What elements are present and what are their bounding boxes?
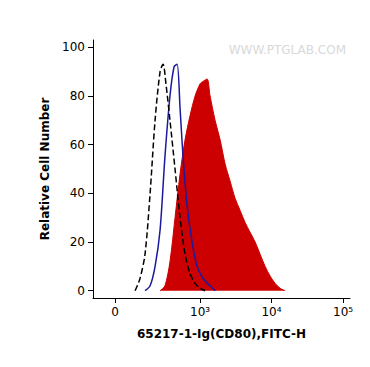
- svg-text:10⁵: 10⁵: [333, 305, 353, 319]
- svg-text:Relative Cell Number: Relative Cell Number: [38, 98, 52, 241]
- svg-text:40: 40: [70, 186, 85, 200]
- svg-text:65217-1-Ig(CD80),FITC-H: 65217-1-Ig(CD80),FITC-H: [137, 327, 306, 341]
- svg-text:10³: 10³: [190, 305, 210, 319]
- svg-text:0: 0: [77, 284, 85, 298]
- svg-text:100: 100: [62, 40, 85, 54]
- svg-text:80: 80: [70, 89, 85, 103]
- svg-text:0: 0: [111, 305, 119, 319]
- svg-text:10⁴: 10⁴: [261, 305, 281, 319]
- svg-text:60: 60: [70, 138, 85, 152]
- svg-text:WWW.PTGLAB.COM: WWW.PTGLAB.COM: [229, 43, 346, 57]
- svg-text:20: 20: [70, 235, 85, 249]
